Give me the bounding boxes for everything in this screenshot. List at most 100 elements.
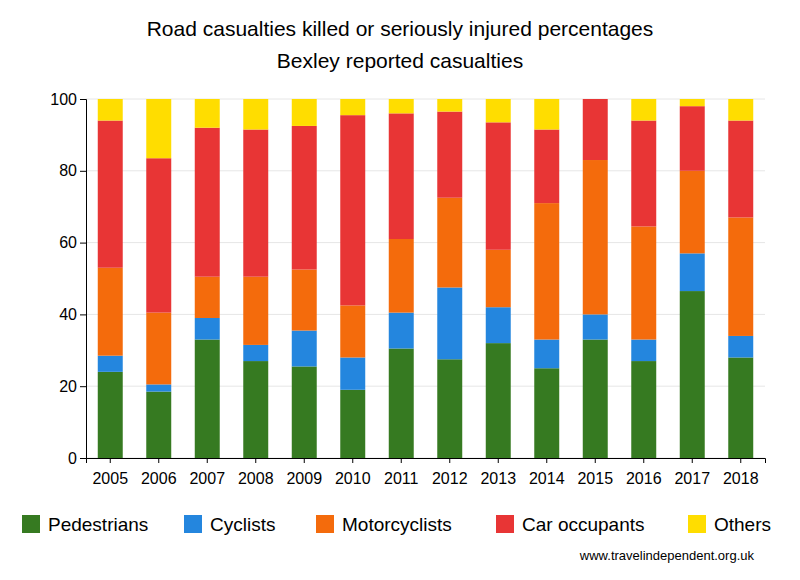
tick-mark [80, 458, 86, 459]
bar [534, 368, 559, 458]
bar [583, 314, 608, 339]
bar [146, 392, 171, 458]
bar [631, 340, 656, 362]
tick: 40 [59, 306, 86, 323]
tick: 2007 [189, 458, 225, 487]
tick: 2018 [723, 458, 759, 487]
tick-label: 2011 [384, 470, 419, 487]
tick: 2017 [674, 458, 710, 487]
legend: Pedestrians Cyclists Motorcyclists Car occu… [22, 514, 771, 535]
bar [98, 99, 123, 121]
bar [292, 366, 317, 458]
tick-label: 2012 [432, 470, 468, 487]
legend-item: Car occupants [496, 514, 645, 535]
legend-label: Car occupants [522, 514, 645, 535]
axis-line [80, 100, 87, 459]
bar [680, 99, 705, 106]
grid [86, 99, 765, 458]
grid-line [86, 242, 765, 243]
legend-item: Pedestrians [22, 514, 148, 535]
annotation: www.travelindependent.org.uk [579, 548, 755, 563]
tick: 2014 [529, 458, 565, 487]
series [98, 99, 753, 313]
bar [437, 359, 462, 458]
bar [98, 121, 123, 268]
subtitle: Bexley reported casualties [277, 49, 523, 72]
legend-label: Cyclists [210, 514, 275, 535]
grid-line [86, 386, 765, 387]
tick: 20 [59, 378, 86, 395]
bar [583, 340, 608, 458]
bars [98, 99, 753, 458]
bar [680, 253, 705, 291]
tick: 2009 [286, 458, 322, 487]
bar [98, 372, 123, 458]
bar [195, 128, 220, 277]
bar [437, 287, 462, 359]
bar [146, 158, 171, 312]
tick-label: 2017 [674, 470, 710, 487]
tick: 2010 [335, 458, 371, 487]
bar [389, 99, 414, 113]
bar [631, 226, 656, 339]
legend-label: Others [714, 514, 771, 535]
bar [340, 357, 365, 389]
tick-mark [498, 458, 499, 463]
tick-label: 60 [59, 234, 77, 251]
bar [437, 198, 462, 288]
bar [583, 99, 608, 100]
tick-mark [80, 171, 86, 172]
tick: 2006 [141, 458, 177, 487]
bar [146, 99, 171, 158]
axis-line [87, 459, 766, 464]
tick-mark [595, 458, 596, 463]
tick-mark [80, 314, 86, 315]
bar [98, 356, 123, 372]
tick-mark [352, 458, 353, 463]
bar [195, 318, 220, 340]
tick-mark [401, 458, 402, 463]
bar [583, 99, 608, 160]
bar [534, 130, 559, 204]
tick: 60 [59, 234, 86, 251]
bar [389, 313, 414, 349]
bar [486, 343, 511, 458]
bar [631, 361, 656, 458]
legend-item: Others [688, 514, 771, 535]
bar [680, 291, 705, 458]
bar [243, 277, 268, 345]
tick: 0 [68, 450, 86, 467]
tick: 80 [59, 162, 86, 179]
tick-mark [304, 458, 305, 463]
bar [728, 121, 753, 218]
tick-label: 2015 [577, 470, 613, 487]
bar [437, 99, 462, 112]
tick: 100 [50, 91, 86, 108]
series [98, 99, 753, 158]
bar [534, 203, 559, 339]
bar [340, 390, 365, 458]
tick-label: 2009 [286, 470, 322, 487]
bar [292, 270, 317, 331]
bar [243, 99, 268, 130]
tick-mark [643, 458, 644, 463]
tick-mark [207, 458, 208, 463]
bar [292, 126, 317, 270]
tick: 2013 [480, 458, 516, 487]
bar [486, 99, 511, 122]
legend-item: Motorcyclists [316, 514, 452, 535]
tick-mark [546, 458, 547, 463]
legend-swatch [184, 515, 202, 533]
bar [631, 99, 656, 121]
tick-label: 100 [50, 91, 77, 108]
tick-label: 0 [68, 450, 77, 467]
tick-mark [110, 458, 111, 463]
bar [631, 121, 656, 227]
bar [340, 115, 365, 305]
tick-label: 2005 [92, 470, 128, 487]
bar [583, 160, 608, 314]
bar [728, 217, 753, 335]
bar [486, 307, 511, 343]
bar [292, 99, 317, 126]
bar [728, 99, 753, 121]
